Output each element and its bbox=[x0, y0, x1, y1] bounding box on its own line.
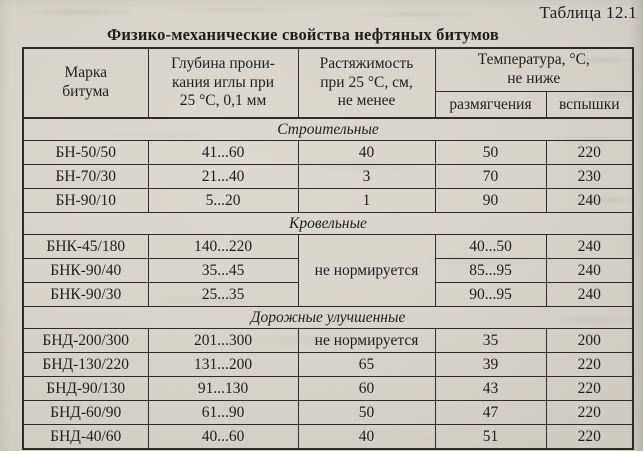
grade-cell: БНК-45/180 bbox=[22, 234, 149, 259]
section-title: Кровельные bbox=[22, 212, 634, 235]
ductility-cell: 1 bbox=[297, 188, 436, 213]
penetration-cell: 41...60 bbox=[147, 140, 299, 165]
softening-cell: 47 bbox=[434, 400, 547, 425]
flash-cell: 240 bbox=[545, 258, 634, 283]
section-title: Дорожные улучшенные bbox=[22, 306, 634, 329]
grade-cell: БНК-90/30 bbox=[22, 282, 149, 307]
softening-cell: 43 bbox=[434, 376, 547, 401]
softening-cell: 40...50 bbox=[434, 234, 547, 259]
flash-cell: 220 bbox=[545, 352, 634, 377]
ductility-cell: 40 bbox=[297, 140, 436, 165]
grade-cell: БНД-40/60 bbox=[22, 424, 149, 450]
header-penetration: Глубина прони- кания иглы при 25 °С, 0,1… bbox=[147, 47, 299, 119]
table-row: БНК-45/180 140...220 не нормируется 40...50… bbox=[22, 234, 634, 307]
table-body: Строительные БН-50/50 41...60 40 50 220 БН-70/… bbox=[22, 117, 634, 450]
penetration-cell: 40...60 bbox=[147, 424, 299, 450]
penetration-cell: 91...130 bbox=[147, 376, 299, 401]
penetration-cell: 5...20 bbox=[147, 188, 299, 213]
ductility-cell: 60 bbox=[297, 376, 436, 401]
flash-cell: 220 bbox=[545, 140, 634, 165]
softening-cell: 35 bbox=[434, 328, 547, 353]
header-softening: размягчения bbox=[434, 91, 547, 119]
softening-cell: 51 bbox=[434, 424, 547, 450]
header-row-2: размягчения вспышки bbox=[23, 91, 634, 119]
ductility-cell: 40 bbox=[297, 424, 436, 450]
ductility-cell: 3 bbox=[297, 164, 436, 189]
grade-cell: БНД-130/220 bbox=[22, 352, 149, 377]
softening-cell: 90 bbox=[434, 188, 547, 213]
section-header-row: Строительные bbox=[22, 117, 634, 141]
table-header: Марка битума Глубина прони- кания иглы п… bbox=[22, 47, 634, 119]
penetration-cell: 61...90 bbox=[147, 400, 299, 425]
section-header-row: Кровельные bbox=[22, 212, 634, 235]
table-row: БН-90/10 5...20 1 90 240 bbox=[22, 188, 634, 213]
flash-cell: 220 bbox=[545, 400, 634, 425]
flash-cell: 230 bbox=[545, 164, 634, 189]
table-row: БН-70/30 21...40 3 70 230 bbox=[22, 164, 634, 189]
flash-cell: 240 bbox=[545, 188, 634, 213]
penetration-cell: 35...45 bbox=[147, 258, 299, 283]
table-row: БНД-40/60 40...60 40 51 220 bbox=[22, 424, 634, 450]
section-title: Строительные bbox=[22, 117, 634, 141]
ductility-cell: 50 bbox=[297, 400, 436, 425]
flash-cell: 200 bbox=[545, 328, 634, 353]
table-row: БНК-90/30 25...35 90...95 240 bbox=[22, 282, 634, 307]
grade-cell: БН-90/10 bbox=[22, 188, 149, 213]
ductility-cell: 65 bbox=[297, 352, 436, 377]
softening-cell: 50 bbox=[434, 140, 547, 165]
penetration-cell: 131...200 bbox=[147, 352, 299, 377]
softening-cell: 39 bbox=[434, 352, 547, 377]
table-row: БНД-130/220 131...200 65 39 220 bbox=[22, 352, 634, 377]
table-row: БНД-90/130 91...130 60 43 220 bbox=[22, 376, 634, 401]
header-flash: вспышки bbox=[545, 91, 634, 119]
header-ductility: Растяжимость при 25 °С, см, не менее bbox=[297, 47, 436, 119]
penetration-cell: 140...220 bbox=[147, 234, 299, 259]
ductility-cell: не нормируется bbox=[297, 328, 436, 353]
penetration-cell: 21...40 bbox=[147, 164, 299, 189]
softening-cell: 85...95 bbox=[434, 258, 547, 283]
header-temperature: Температура, °С, не ниже bbox=[434, 47, 634, 92]
flash-cell: 220 bbox=[545, 376, 634, 401]
ductility-merged-cell: не нормируется bbox=[297, 234, 436, 307]
table-row: БНД-60/90 61...90 50 47 220 bbox=[22, 400, 634, 425]
grade-cell: БНД-90/130 bbox=[22, 376, 149, 401]
grade-cell: БНД-200/300 bbox=[22, 328, 149, 353]
grade-cell: БН-70/30 bbox=[22, 164, 149, 189]
softening-cell: 70 bbox=[434, 164, 547, 189]
table-row: БНК-90/40 35...45 85...95 240 bbox=[22, 258, 634, 283]
table-title: Физико-механические свойства нефтяных би… bbox=[106, 25, 500, 44]
bitumen-properties-table: Марка битума Глубина прони- кания иглы п… bbox=[22, 47, 634, 450]
grade-cell: БНК-90/40 bbox=[22, 258, 149, 283]
grade-cell: БНД-60/90 bbox=[22, 400, 149, 425]
softening-cell: 90...95 bbox=[434, 282, 547, 307]
header-row-1: Марка битума Глубина прони- кания иглы п… bbox=[22, 47, 634, 119]
table-row: БН-50/50 41...60 40 50 220 bbox=[22, 140, 634, 165]
flash-cell: 220 bbox=[545, 424, 634, 450]
penetration-cell: 201...300 bbox=[147, 328, 299, 353]
header-grade: Марка битума bbox=[22, 47, 149, 119]
grade-cell: БН-50/50 bbox=[22, 140, 149, 165]
table-row: БНД-200/300 201...300 не нормируется 35 200 bbox=[22, 328, 634, 353]
flash-cell: 240 bbox=[545, 234, 634, 259]
table-number-label: Таблица 12.1 bbox=[539, 3, 637, 22]
penetration-cell: 25...35 bbox=[147, 282, 299, 307]
flash-cell: 240 bbox=[545, 282, 634, 307]
section-header-row: Дорожные улучшенные bbox=[22, 306, 634, 329]
